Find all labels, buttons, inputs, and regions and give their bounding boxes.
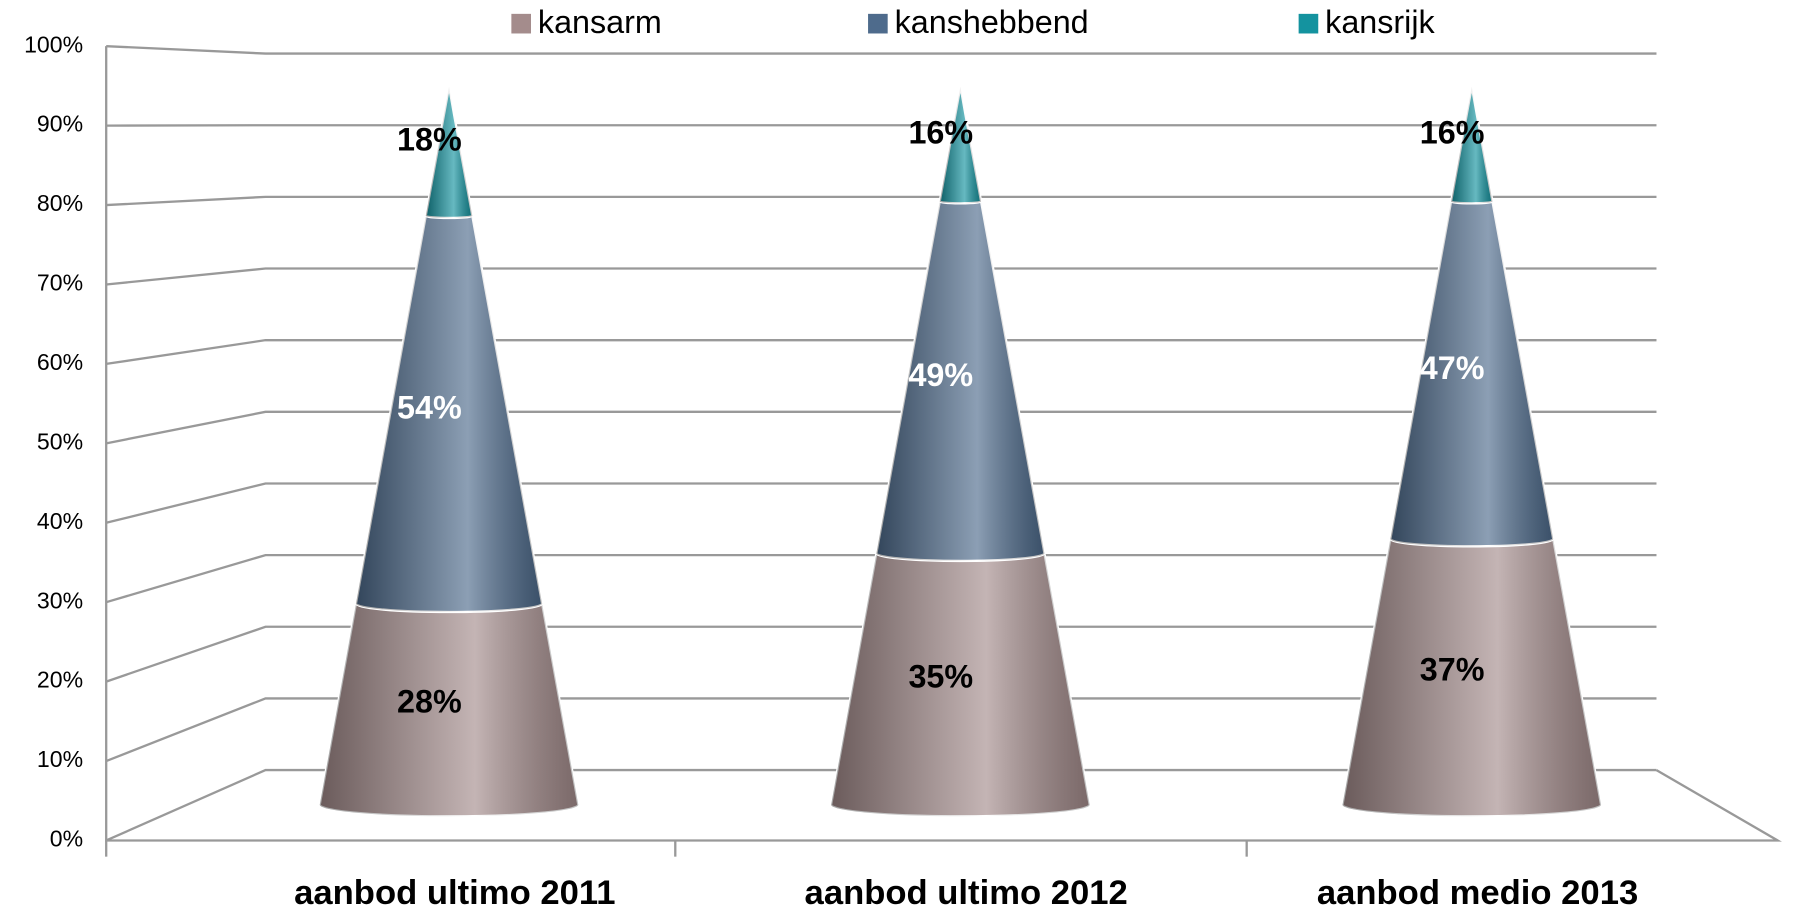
grid-line: [105, 768, 1657, 842]
y-tick-label: 100%: [24, 31, 83, 57]
cone-shading: [319, 603, 579, 817]
x-tick-label: aanbod medio 2013: [1317, 874, 1638, 912]
y-tick-label: 30%: [37, 587, 83, 613]
grid-line: [105, 625, 1657, 683]
legend-swatch: [868, 13, 888, 34]
y-tick-label: 70%: [37, 270, 83, 296]
value-label: 28%: [397, 684, 462, 720]
x-tick-label: aanbod ultimo 2012: [805, 874, 1128, 912]
legend-swatch: [511, 13, 531, 34]
value-label: 54%: [397, 389, 462, 425]
value-label: 16%: [1420, 114, 1485, 150]
grid-line: [106, 195, 1657, 207]
grid-line: [105, 553, 1657, 604]
grid-line: [106, 45, 1657, 55]
y-tick-label: 20%: [37, 667, 83, 693]
y-tick-label: 50%: [37, 428, 83, 454]
value-label: 16%: [908, 114, 973, 150]
value-label: 18%: [397, 122, 462, 158]
grid-line: [105, 482, 1657, 524]
floor-edge: [105, 46, 1782, 842]
cone-shading: [1342, 539, 1602, 817]
y-tick-label: 40%: [37, 508, 83, 534]
y-tick-label: 80%: [37, 190, 83, 216]
value-label: 47%: [1420, 350, 1485, 386]
grid-line: [106, 267, 1657, 286]
grid-line: [105, 697, 1657, 763]
y-tick-label: 90%: [37, 111, 83, 137]
cone-shading: [939, 86, 982, 204]
x-tick-label: aanbod ultimo 2011: [294, 874, 615, 912]
grid-line: [105, 410, 1657, 445]
cone-shading: [355, 215, 543, 613]
legend-label: kansarm: [538, 4, 662, 40]
cone-shading: [425, 86, 473, 218]
y-tick-label: 0%: [50, 826, 83, 852]
legend-label: kanshebbend: [895, 4, 1089, 40]
value-label: 49%: [908, 357, 973, 393]
grid-line: [106, 339, 1657, 366]
cone-shading: [1451, 86, 1493, 204]
cone-shading: [876, 201, 1045, 561]
legend-label: kansrijk: [1325, 4, 1435, 40]
y-tick-label: 60%: [37, 349, 83, 375]
cone-shading: [831, 553, 1090, 817]
legend-swatch: [1298, 13, 1319, 34]
cone-shading: [1390, 201, 1554, 547]
value-label: 35%: [908, 659, 973, 695]
y-tick-label: 10%: [37, 746, 83, 772]
value-label: 37%: [1420, 651, 1485, 687]
